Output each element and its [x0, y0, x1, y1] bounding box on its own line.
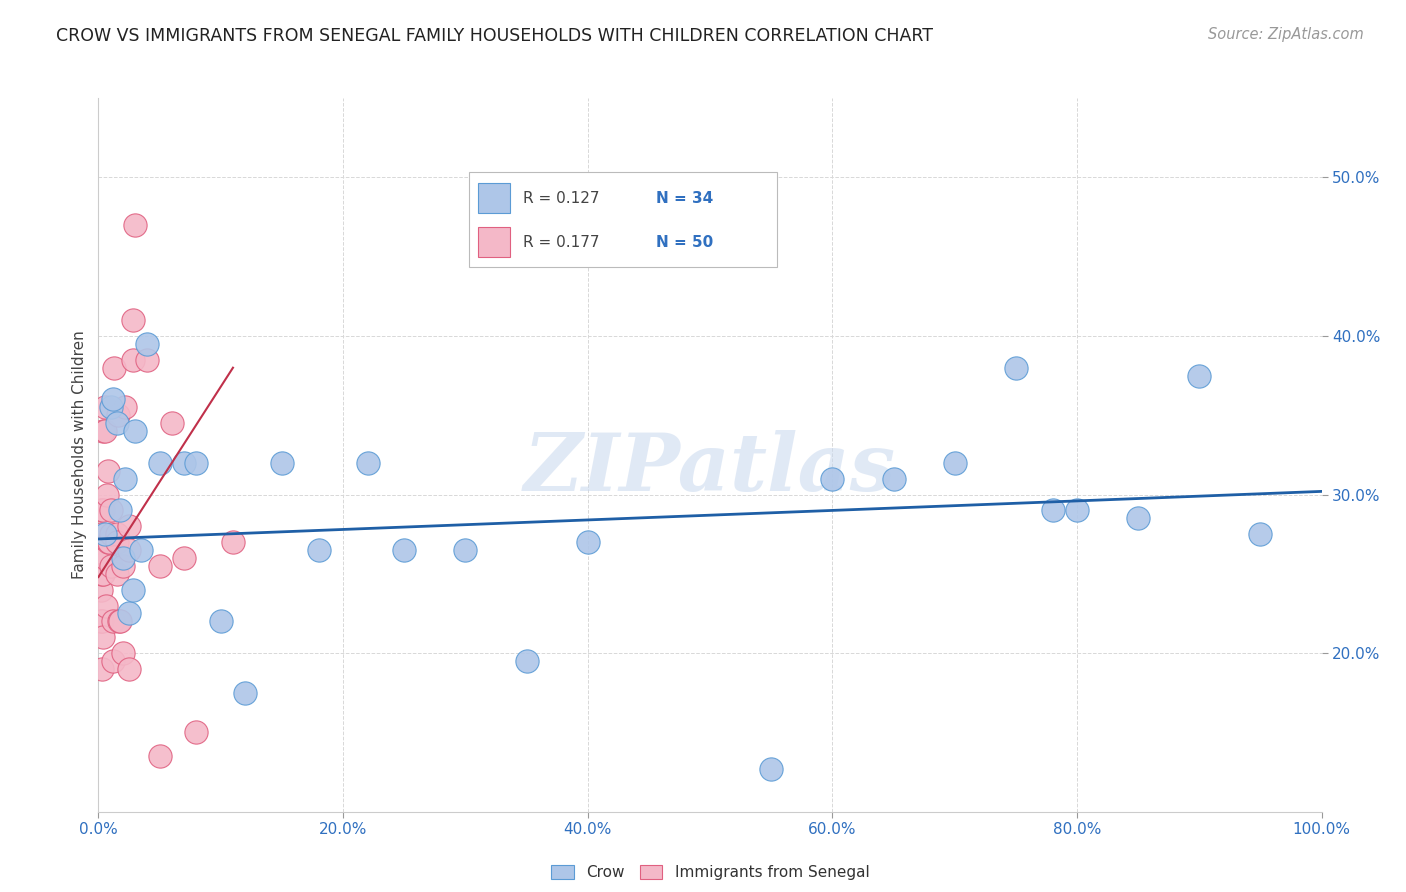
Point [93, 527, 115, 541]
Point [105, 566, 128, 581]
Point [100, 401, 122, 415]
Point [101, 615, 124, 629]
Legend: Crow, Immigrants from Senegal: Crow, Immigrants from Senegal [544, 859, 876, 886]
Point [97, 535, 120, 549]
Point [356, 456, 378, 470]
Point [821, 472, 844, 486]
Point [124, 424, 146, 438]
Point [111, 558, 134, 573]
Point [118, 543, 141, 558]
Point [149, 558, 172, 573]
Point [173, 551, 195, 566]
Point [454, 543, 477, 558]
Point [103, 360, 125, 375]
Point [222, 535, 245, 549]
Text: R = 0.127: R = 0.127 [523, 191, 599, 206]
Point [110, 503, 132, 517]
Point [943, 456, 966, 470]
Point [308, 543, 330, 558]
Point [1004, 360, 1026, 375]
Point [186, 456, 208, 470]
Point [91, 527, 114, 541]
Point [91, 615, 114, 629]
Text: R = 0.177: R = 0.177 [523, 235, 599, 250]
Point [93, 424, 115, 438]
Y-axis label: Family Households with Children: Family Households with Children [72, 331, 87, 579]
Point [101, 392, 124, 407]
Point [91, 503, 114, 517]
Text: N = 50: N = 50 [657, 235, 713, 250]
Point [100, 503, 122, 517]
Point [91, 630, 114, 644]
Text: N = 34: N = 34 [657, 191, 713, 206]
Point [173, 456, 195, 470]
Point [105, 535, 128, 549]
Point [392, 543, 416, 558]
Point [107, 409, 129, 423]
Point [105, 416, 128, 430]
Point [93, 551, 115, 566]
Point [101, 654, 124, 668]
Point [149, 749, 172, 764]
Point [1249, 527, 1271, 541]
Point [105, 527, 128, 541]
Point [98, 535, 121, 549]
Point [100, 527, 122, 541]
Text: ZIPatlas: ZIPatlas [524, 431, 896, 508]
Point [124, 218, 146, 232]
Text: CROW VS IMMIGRANTS FROM SENEGAL FAMILY HOUSEHOLDS WITH CHILDREN CORRELATION CHAR: CROW VS IMMIGRANTS FROM SENEGAL FAMILY H… [56, 27, 934, 45]
Point [90, 503, 112, 517]
Point [186, 725, 208, 739]
Point [90, 615, 112, 629]
Point [93, 401, 115, 415]
Point [118, 519, 141, 533]
FancyBboxPatch shape [478, 184, 510, 213]
Point [883, 472, 905, 486]
Point [97, 464, 120, 478]
Point [136, 337, 159, 351]
Point [91, 566, 114, 581]
Point [111, 551, 134, 566]
Point [111, 646, 134, 660]
Point [91, 424, 114, 438]
Point [209, 615, 232, 629]
Point [121, 352, 143, 367]
Point [121, 313, 143, 327]
Point [118, 662, 141, 676]
Point [160, 416, 183, 430]
Point [91, 566, 114, 581]
Point [118, 607, 141, 621]
Point [114, 472, 136, 486]
Point [110, 615, 132, 629]
Text: Source: ZipAtlas.com: Source: ZipAtlas.com [1208, 27, 1364, 42]
Point [270, 456, 294, 470]
Point [1128, 511, 1150, 525]
Point [576, 535, 599, 549]
FancyBboxPatch shape [478, 227, 510, 258]
Point [136, 352, 159, 367]
Point [515, 654, 537, 668]
Point [761, 762, 783, 776]
Point [91, 543, 114, 558]
Point [96, 487, 118, 501]
Point [114, 401, 136, 415]
Point [94, 599, 117, 613]
Point [90, 535, 112, 549]
Point [1042, 503, 1064, 517]
Point [149, 456, 172, 470]
Point [233, 686, 256, 700]
Point [121, 582, 143, 597]
Point [1188, 368, 1211, 383]
FancyBboxPatch shape [468, 172, 778, 268]
Point [108, 615, 131, 629]
Point [91, 662, 114, 676]
Point [1066, 503, 1088, 517]
Point [129, 543, 152, 558]
Point [100, 558, 122, 573]
Point [91, 551, 114, 566]
Point [90, 582, 112, 597]
